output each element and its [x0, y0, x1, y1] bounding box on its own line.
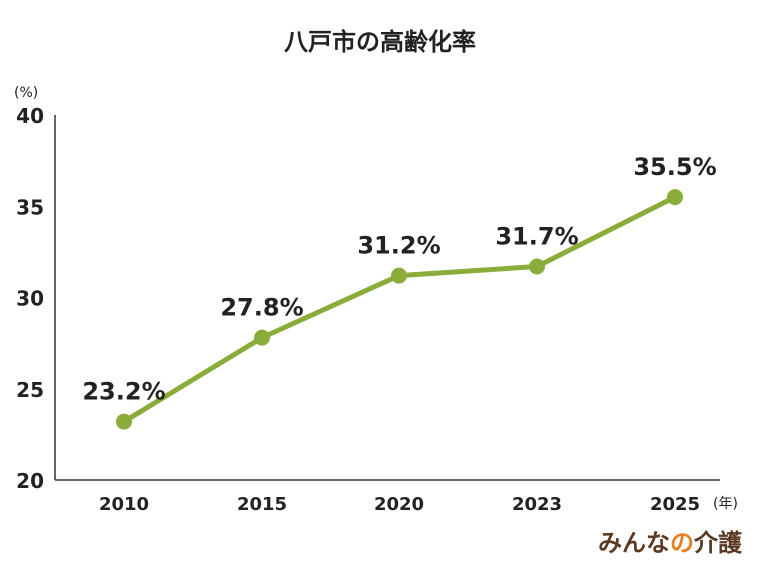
- brand-logo-part2: の: [670, 529, 694, 557]
- y-tick-label: 40: [16, 104, 44, 128]
- y-tick-label: 30: [16, 287, 44, 311]
- y-tick-label: 25: [16, 378, 44, 402]
- data-label: 31.7%: [495, 222, 578, 250]
- chart-title: 八戸市の高齢化率: [284, 28, 476, 56]
- y-tick-label: 20: [16, 469, 44, 493]
- x-unit-label: (年): [713, 496, 738, 512]
- data-point: [667, 189, 683, 206]
- data-point: [254, 329, 270, 346]
- y-tick-label: 35: [16, 195, 44, 219]
- data-point: [529, 258, 545, 275]
- x-tick-label: 2020: [374, 494, 424, 515]
- x-tick-label: 2025: [650, 494, 700, 515]
- brand-logo-part1: みんな: [598, 529, 670, 557]
- data-point: [116, 413, 132, 430]
- x-tick-label: 2010: [99, 494, 149, 515]
- y-unit-label: (%): [14, 85, 38, 101]
- data-label: 27.8%: [220, 294, 303, 322]
- data-label: 23.2%: [82, 378, 165, 406]
- x-tick-label: 2023: [512, 494, 562, 515]
- data-point: [391, 267, 407, 284]
- data-label: 31.2%: [357, 232, 440, 260]
- brand-logo-part3: 介護: [694, 529, 742, 557]
- x-tick-label: 2015: [237, 494, 287, 515]
- brand-logo: みんなの介護: [598, 523, 742, 558]
- data-label: 35.5%: [633, 153, 716, 181]
